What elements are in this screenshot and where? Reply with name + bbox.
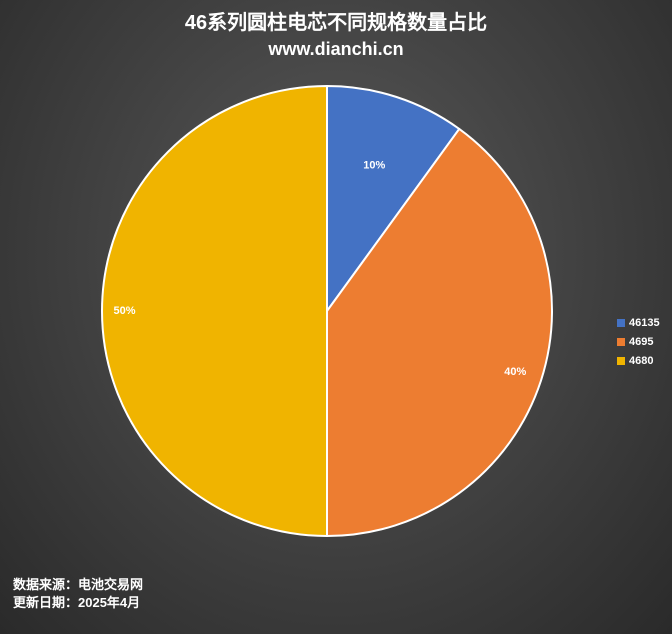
- update-date-note: 更新日期：2025年4月: [13, 595, 141, 610]
- legend-swatch-4680: [617, 356, 625, 365]
- legend-label-46135: 46135: [629, 316, 660, 329]
- legend-swatch-46135: [617, 318, 625, 327]
- data-label-46135: 10%: [363, 159, 385, 171]
- legend-label-4680: 4680: [629, 354, 654, 367]
- legend-item-4680: 4680: [617, 351, 660, 370]
- chart-title: 46系列圆柱电芯不同规格数量占比: [184, 12, 488, 34]
- data-label-4680: 50%: [113, 305, 135, 317]
- pie-slice-4695: [326, 127, 553, 537]
- data-source-note: 数据来源：电池交易网: [13, 577, 144, 592]
- chart-subtitle: www.dianchi.cn: [268, 39, 404, 59]
- legend-item-46135: 46135: [617, 313, 660, 332]
- pie-slice-46135: [326, 85, 461, 312]
- legend-item-4695: 4695: [617, 332, 660, 351]
- legend-swatch-4695: [617, 337, 625, 346]
- footer: 数据来源：电池交易网 更新日期：2025年4月: [13, 576, 143, 612]
- data-label-4695: 40%: [504, 366, 526, 378]
- legend: 46135 4695 4680: [617, 313, 660, 370]
- pie-slice-4680: [101, 85, 328, 537]
- legend-label-4695: 4695: [629, 335, 654, 348]
